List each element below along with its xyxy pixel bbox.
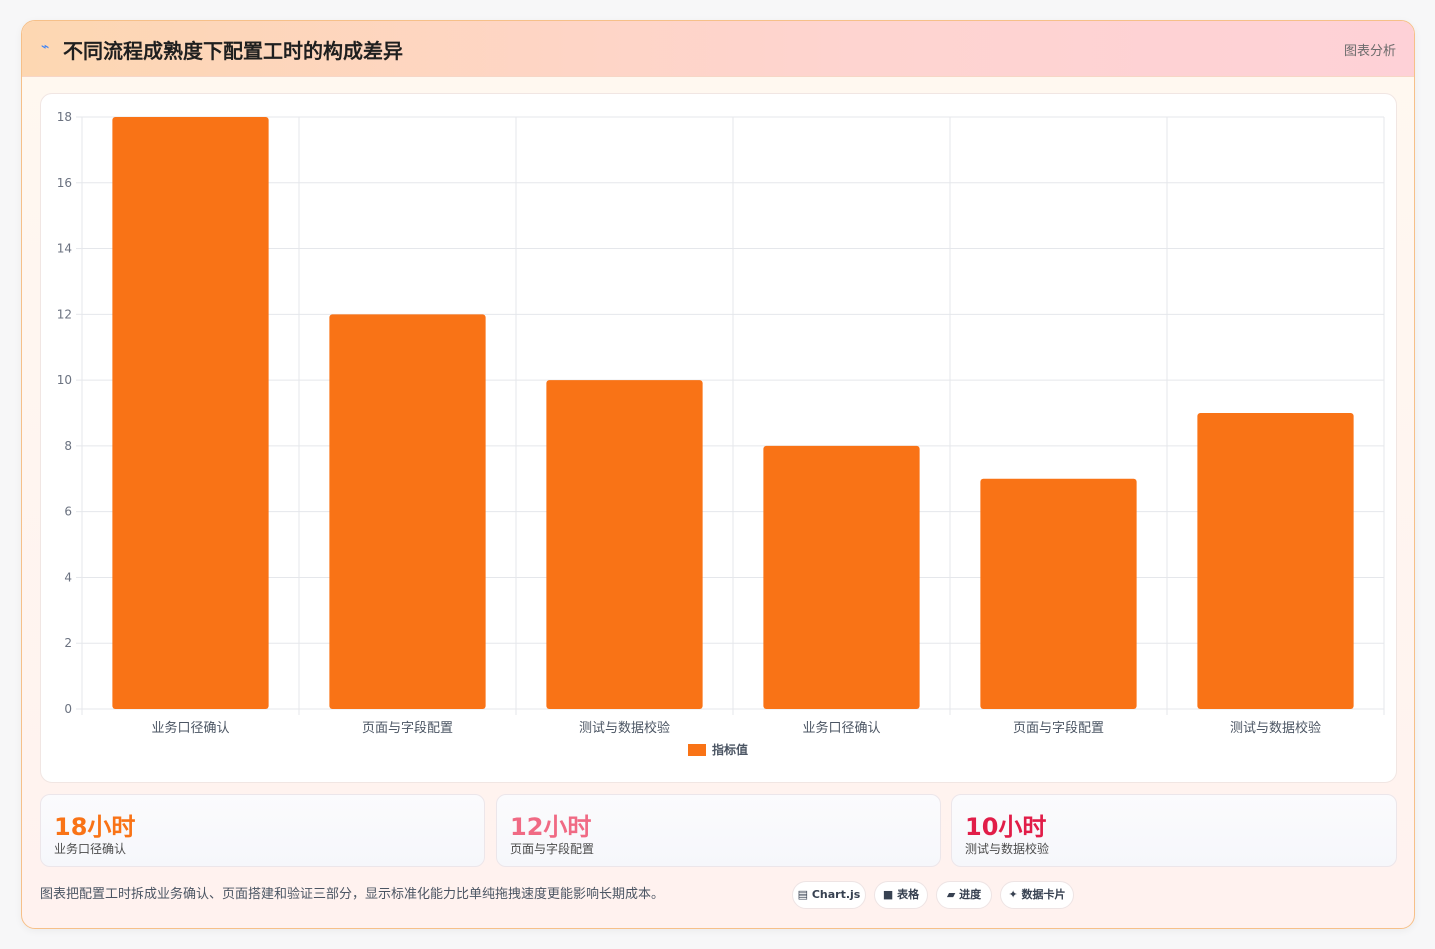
y-tick-label: 2 — [64, 636, 72, 650]
bar — [112, 117, 269, 709]
pill-table[interactable]: ■ 表格 — [874, 881, 928, 909]
pill-data-card[interactable]: ✦ 数据卡片 — [1000, 881, 1074, 909]
chart-card: ⌁ 不同流程成熟度下配置工时的构成差异 图表分析 0 2 4 6 8 10 12 14 16 18… — [21, 20, 1415, 929]
stat-card-3: 10小时 测试与数据校验 — [951, 794, 1397, 867]
y-tick-label: 12 — [57, 307, 72, 321]
stat-label: 页面与字段配置 — [510, 842, 595, 856]
x-tick-label: 页面与字段配置 — [362, 721, 453, 736]
chart-container: 0 2 4 6 8 10 12 14 16 18 业务口径确认 页面与字段配置 测试与数据校验 业务口径确… — [40, 93, 1397, 783]
stat-value: 10小时 — [965, 813, 1047, 841]
stat-label: 测试与数据校验 — [965, 842, 1050, 856]
x-tick-label: 业务口径确认 — [151, 720, 229, 736]
bar — [763, 445, 920, 709]
legend-swatch — [688, 744, 706, 756]
chart-analysis-tag: 图表分析 — [1343, 44, 1396, 59]
y-tick-label: 4 — [64, 570, 72, 584]
pill-chartjs[interactable]: ▤ Chart.js — [792, 881, 866, 909]
stat-card-2: 12小时 页面与字段配置 — [496, 794, 941, 867]
card-header: ⌁ 不同流程成熟度下配置工时的构成差异 图表分析 — [22, 21, 1414, 77]
y-tick-label: 10 — [57, 373, 72, 387]
pill-progress[interactable]: ▰ 进度 — [936, 881, 992, 909]
y-tick-label: 0 — [64, 702, 72, 716]
y-tick-label: 6 — [64, 505, 72, 519]
y-tick-label: 16 — [57, 176, 72, 190]
y-tick-label: 14 — [57, 242, 72, 256]
footer-note: 图表把配置工时拆成业务确认、页面搭建和验证三部分，显示标准化能力比单纯拖拽速度更… — [40, 887, 665, 902]
x-tick-label: 测试与数据校验 — [1230, 720, 1321, 736]
stat-value: 18小时 — [54, 813, 136, 841]
stat-card-1: 18小时 业务口径确认 — [40, 794, 485, 867]
x-tick-label: 测试与数据校验 — [579, 720, 670, 736]
sparkle-icon: ⌁ — [41, 39, 50, 55]
stat-value: 12小时 — [510, 813, 592, 841]
x-tick-label: 页面与字段配置 — [1013, 721, 1104, 736]
x-tick-label: 业务口径确认 — [802, 720, 880, 736]
y-tick-label: 18 — [57, 110, 72, 124]
legend-label: 指标值 — [712, 742, 748, 757]
bar — [546, 380, 703, 709]
bar — [329, 314, 486, 709]
bar — [980, 478, 1137, 709]
bar — [1197, 413, 1354, 709]
y-tick-label: 8 — [64, 439, 72, 453]
bar-chart: 0 2 4 6 8 10 12 14 16 18 业务口径确认 页面与字段配置 测试与数据校验 业务口径确… — [57, 110, 1385, 757]
stat-label: 业务口径确认 — [54, 842, 127, 856]
card-title: 不同流程成熟度下配置工时的构成差异 — [63, 39, 403, 63]
